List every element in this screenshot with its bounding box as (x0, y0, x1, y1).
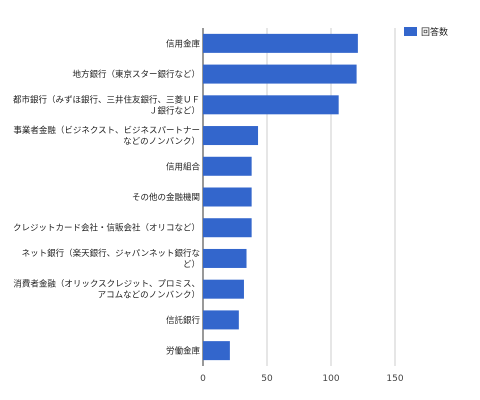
bar (203, 279, 244, 299)
bar (203, 248, 247, 268)
bar (203, 126, 259, 146)
category-label: 都市銀行（みずほ銀行、三井住友銀行、三菱ＵＦ (13, 94, 200, 105)
category-label: クレジットカード会社・信販会社（オリコなど） (13, 223, 200, 234)
bar (203, 341, 230, 361)
x-tick-label: 150 (386, 374, 403, 384)
category-label: 地方銀行（東京スター銀行など） (72, 69, 200, 80)
bar (203, 310, 239, 330)
category-label: 消費者金融（オリックスクレジット、プロミス、 (13, 279, 200, 290)
category-label: 信用金庫 (166, 38, 201, 49)
x-tick-label: 0 (200, 374, 206, 384)
legend-swatch (404, 27, 417, 36)
bar (203, 33, 358, 53)
x-tick-label: 100 (322, 374, 339, 384)
bars (203, 33, 358, 361)
category-label: ど） (183, 259, 200, 270)
category-label: Ｊ銀行など） (149, 105, 200, 116)
category-label: アコムなどのノンバンク） (98, 290, 200, 301)
category-label: その他の金融機関 (132, 192, 200, 203)
legend-label: 回答数 (421, 26, 448, 38)
bar (203, 64, 357, 84)
category-label: 信託銀行 (166, 315, 201, 326)
x-tick-label: 50 (261, 374, 273, 384)
category-label: 信用組合 (166, 161, 201, 172)
x-axis-ticks: 0 50 100 150 (200, 374, 404, 384)
legend: 回答数 (404, 26, 448, 38)
category-label: などのノンバンク） (123, 136, 200, 147)
category-label: 労働金庫 (166, 346, 201, 357)
bar (203, 218, 252, 238)
bar (203, 95, 339, 115)
bar (203, 156, 252, 176)
category-label: ネット銀行（楽天銀行、ジャパンネット銀行な (22, 248, 200, 259)
category-label: 事業者金融（ビジネクスト、ビジネスパートナー (13, 125, 200, 136)
bar (203, 187, 252, 207)
